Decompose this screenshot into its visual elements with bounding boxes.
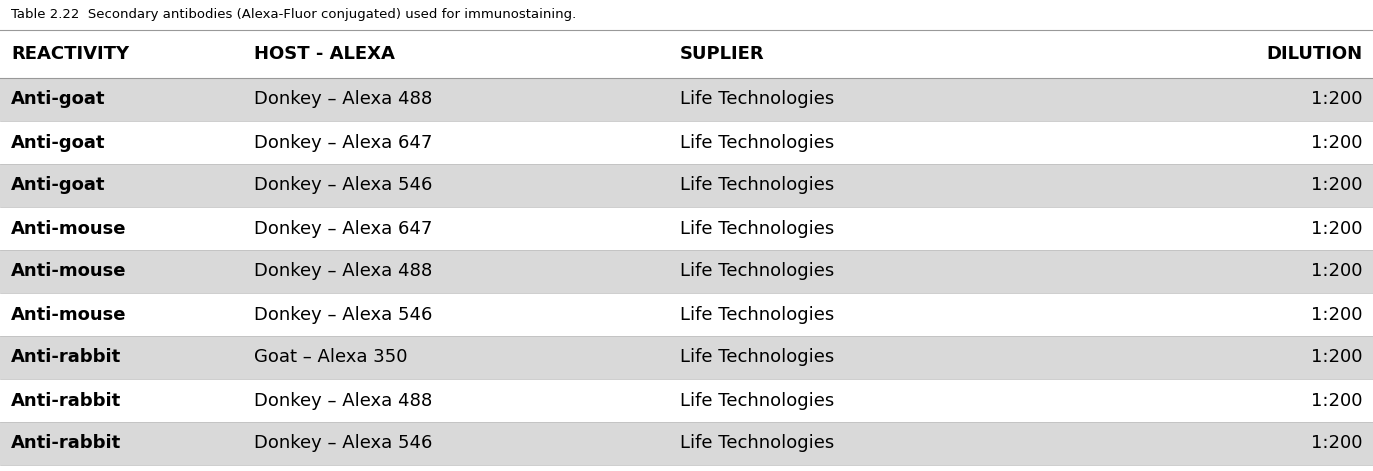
Text: Anti-rabbit: Anti-rabbit [11,349,121,366]
Text: HOST - ALEXA: HOST - ALEXA [254,45,395,63]
Text: DILUTION: DILUTION [1266,45,1362,63]
Text: Donkey – Alexa 546: Donkey – Alexa 546 [254,177,432,195]
Bar [0,207,1373,250]
Text: Life Technologies: Life Technologies [680,349,833,366]
Bar [0,293,1373,336]
Text: 1:200: 1:200 [1310,90,1362,108]
Text: 1:200: 1:200 [1310,435,1362,453]
Text: Donkey – Alexa 647: Donkey – Alexa 647 [254,133,432,152]
Text: Goat – Alexa 350: Goat – Alexa 350 [254,349,408,366]
Text: Life Technologies: Life Technologies [680,262,833,281]
Text: Life Technologies: Life Technologies [680,90,833,108]
Text: Anti-rabbit: Anti-rabbit [11,391,121,409]
Bar [0,78,1373,121]
Text: Donkey – Alexa 488: Donkey – Alexa 488 [254,262,432,281]
Text: SUPLIER: SUPLIER [680,45,765,63]
Text: Table 2.22  Secondary antibodies (Alexa-Fluor conjugated) used for immunostainin: Table 2.22 Secondary antibodies (Alexa-F… [11,8,577,21]
Text: Donkey – Alexa 546: Donkey – Alexa 546 [254,435,432,453]
Text: Donkey – Alexa 488: Donkey – Alexa 488 [254,391,432,409]
Text: Anti-mouse: Anti-mouse [11,219,126,237]
Text: Anti-mouse: Anti-mouse [11,262,126,281]
Bar [0,422,1373,465]
Bar [0,336,1373,379]
Text: Life Technologies: Life Technologies [680,177,833,195]
Text: 1:200: 1:200 [1310,133,1362,152]
Text: 1:200: 1:200 [1310,219,1362,237]
Text: 1:200: 1:200 [1310,177,1362,195]
Text: Anti-goat: Anti-goat [11,133,106,152]
Text: Life Technologies: Life Technologies [680,133,833,152]
Bar [0,121,1373,164]
Bar [0,164,1373,207]
Text: Donkey – Alexa 546: Donkey – Alexa 546 [254,306,432,324]
Text: Life Technologies: Life Technologies [680,306,833,324]
Text: Anti-goat: Anti-goat [11,90,106,108]
Text: Donkey – Alexa 488: Donkey – Alexa 488 [254,90,432,108]
Bar [0,379,1373,422]
Text: 1:200: 1:200 [1310,391,1362,409]
Text: Life Technologies: Life Technologies [680,391,833,409]
Text: Anti-rabbit: Anti-rabbit [11,435,121,453]
Text: Life Technologies: Life Technologies [680,219,833,237]
Text: 1:200: 1:200 [1310,349,1362,366]
Text: Anti-mouse: Anti-mouse [11,306,126,324]
Text: REACTIVITY: REACTIVITY [11,45,129,63]
Text: 1:200: 1:200 [1310,262,1362,281]
Text: Anti-goat: Anti-goat [11,177,106,195]
Text: 1:200: 1:200 [1310,306,1362,324]
Text: Life Technologies: Life Technologies [680,435,833,453]
Bar [0,250,1373,293]
Text: Donkey – Alexa 647: Donkey – Alexa 647 [254,219,432,237]
